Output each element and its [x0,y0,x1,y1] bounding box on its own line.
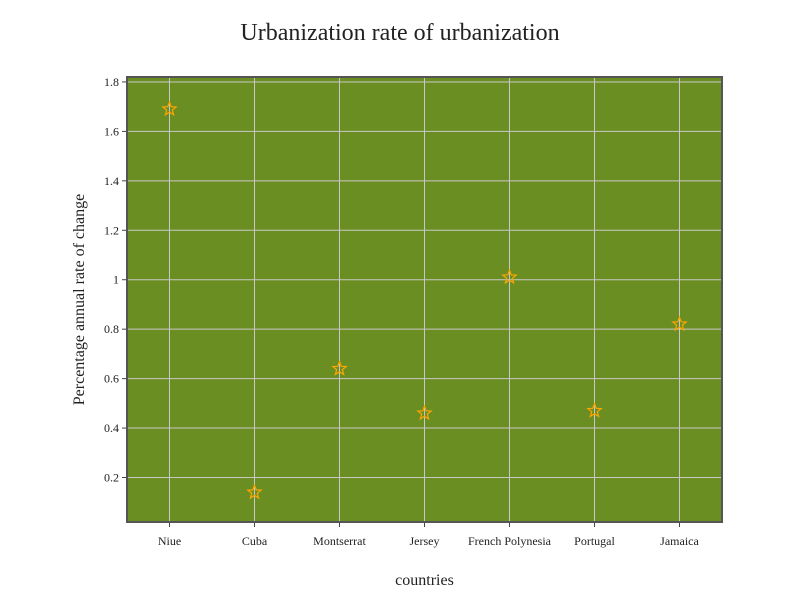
y-tick-label: 1.4 [104,174,119,188]
y-tick-label: 1.2 [104,223,119,237]
chart-title: Urbanization rate of urbanization [240,20,559,46]
x-tick-label: Montserrat [313,534,366,548]
grid [127,77,722,522]
y-tick-label: 0.8 [104,322,119,336]
y-axis-label: Percentage annual rate of change [71,194,88,405]
data-point-star [671,315,688,332]
data-point-star [331,360,348,376]
x-axis-label: countries [395,572,454,589]
data-point-star [161,100,178,117]
plot-frame [126,76,723,523]
axis-ticks: 0.2 0.4 0.6 0.8 1 1.2 1.4 1.6 1.8 Niue Cuba Montser… [104,75,699,548]
y-tick-label: 1 [113,273,119,287]
x-tick-label: Portugal [574,534,615,548]
y-tick-label: 1.6 [104,124,119,138]
x-tick-label: Niue [158,534,181,548]
y-tick-label: 0.2 [104,471,119,485]
data-point-star [416,404,433,421]
x-tick-label: French Polynesia [468,534,552,548]
y-tick-label: 0.6 [104,372,119,386]
x-tick-label: Cuba [242,534,268,548]
x-tick-label: Jersey [410,534,440,548]
y-tick-label: 1.8 [104,75,119,89]
data-point-star [246,483,263,500]
data-point-star [586,402,603,418]
data-points [161,100,688,500]
data-point-star [501,268,518,285]
x-tick-label: Jamaica [660,534,699,548]
y-tick-label: 0.4 [104,421,119,435]
